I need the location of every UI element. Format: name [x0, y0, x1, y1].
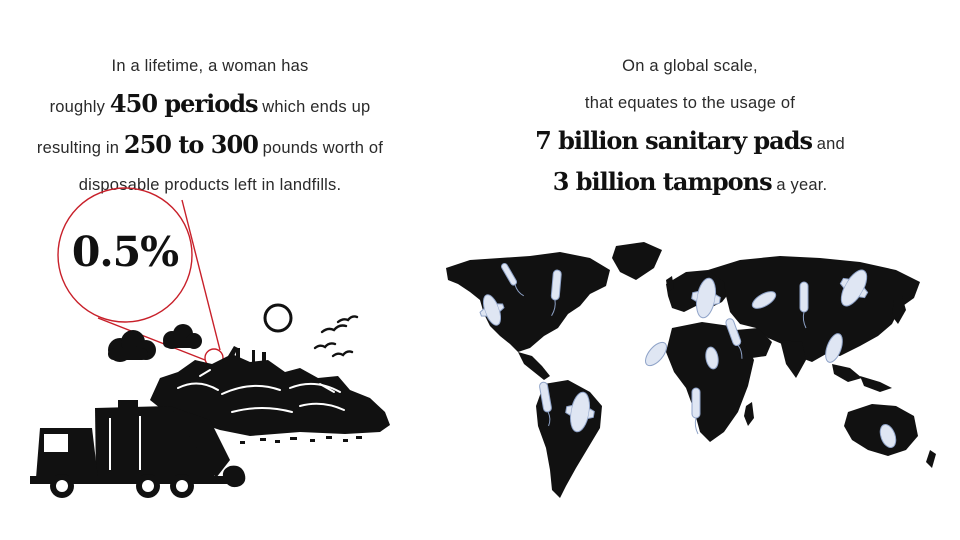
sanitary-pad-icon	[645, 341, 667, 367]
sanitary-pad-icon	[691, 277, 721, 319]
sanitary-pad-icon	[565, 391, 595, 433]
tampon-icon	[501, 262, 524, 297]
global-line-1: On a global scale,	[622, 57, 758, 75]
sun-icon	[263, 303, 293, 333]
birds-icon	[313, 315, 359, 358]
global-line-4: 3 billion tampons a year.	[552, 167, 828, 196]
garbage-truck-icon	[30, 400, 246, 498]
landfill-illustration	[30, 187, 390, 498]
tampon-icon	[550, 269, 562, 316]
global-line-3: 7 billion sanitary pads and	[535, 126, 845, 155]
tampon-icon	[725, 318, 743, 359]
pounds-range: 250 to 300	[123, 130, 259, 159]
tampon-icon	[691, 387, 701, 435]
statement-line-4: disposable products left in landfills.	[78, 176, 342, 194]
tampon-icon	[539, 381, 552, 427]
tampon-icon	[799, 281, 809, 329]
sanitary-pad-icon	[879, 423, 897, 449]
landfill-mound	[150, 346, 390, 436]
periods-count: 450 periods	[109, 89, 259, 118]
continents	[446, 242, 936, 498]
global-line-2: that equates to the usage of	[584, 94, 796, 112]
statement-line-3: resulting in 250 to 300 pounds worth of	[36, 130, 384, 159]
pads-count: 7 billion sanitary pads	[535, 126, 813, 155]
zoom-callout	[57, 187, 224, 368]
zoom-percent: 0.5%	[71, 228, 179, 276]
tampons-count: 3 billion tampons	[552, 167, 773, 196]
sanitary-pad-icon	[825, 333, 843, 363]
sanitary-pad-icon	[705, 346, 719, 370]
global-statement: On a global scale, that equates to the u…	[480, 48, 900, 204]
world-map-illustration	[446, 242, 936, 498]
statement-line-2: roughly 450 periods which ends up	[49, 89, 371, 118]
landfill-statement: In a lifetime, a woman has roughly 450 p…	[0, 48, 420, 204]
clouds-icon	[108, 324, 202, 362]
products-overlay	[479, 262, 897, 449]
statement-line-1: In a lifetime, a woman has	[111, 57, 309, 75]
sanitary-pad-icon	[479, 294, 505, 326]
sanitary-pad-icon	[751, 291, 777, 309]
sanitary-pad-icon	[839, 269, 869, 307]
